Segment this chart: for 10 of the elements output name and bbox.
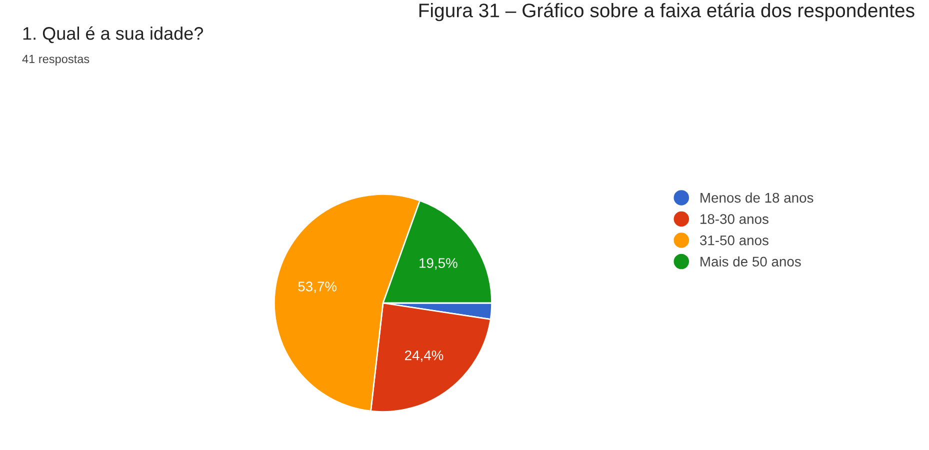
legend-label: Mais de 50 anos — [700, 256, 801, 267]
legend-label: 18-30 anos — [700, 214, 768, 224]
legend-label: 31-50 anos — [700, 235, 768, 246]
text: 1. Qual é a sua idade? — [23, 26, 204, 44]
data-label: 19,5% — [420, 258, 458, 270]
legend-label: Menos de 18 anos — [700, 192, 814, 203]
data-label: 24,4% — [405, 350, 444, 362]
text: Figura 31 – Gráfico sobre a faixa etária dos respondentes — [419, 2, 914, 22]
data-label: 53,7% — [298, 282, 337, 294]
text: 41 respostas — [22, 54, 90, 66]
